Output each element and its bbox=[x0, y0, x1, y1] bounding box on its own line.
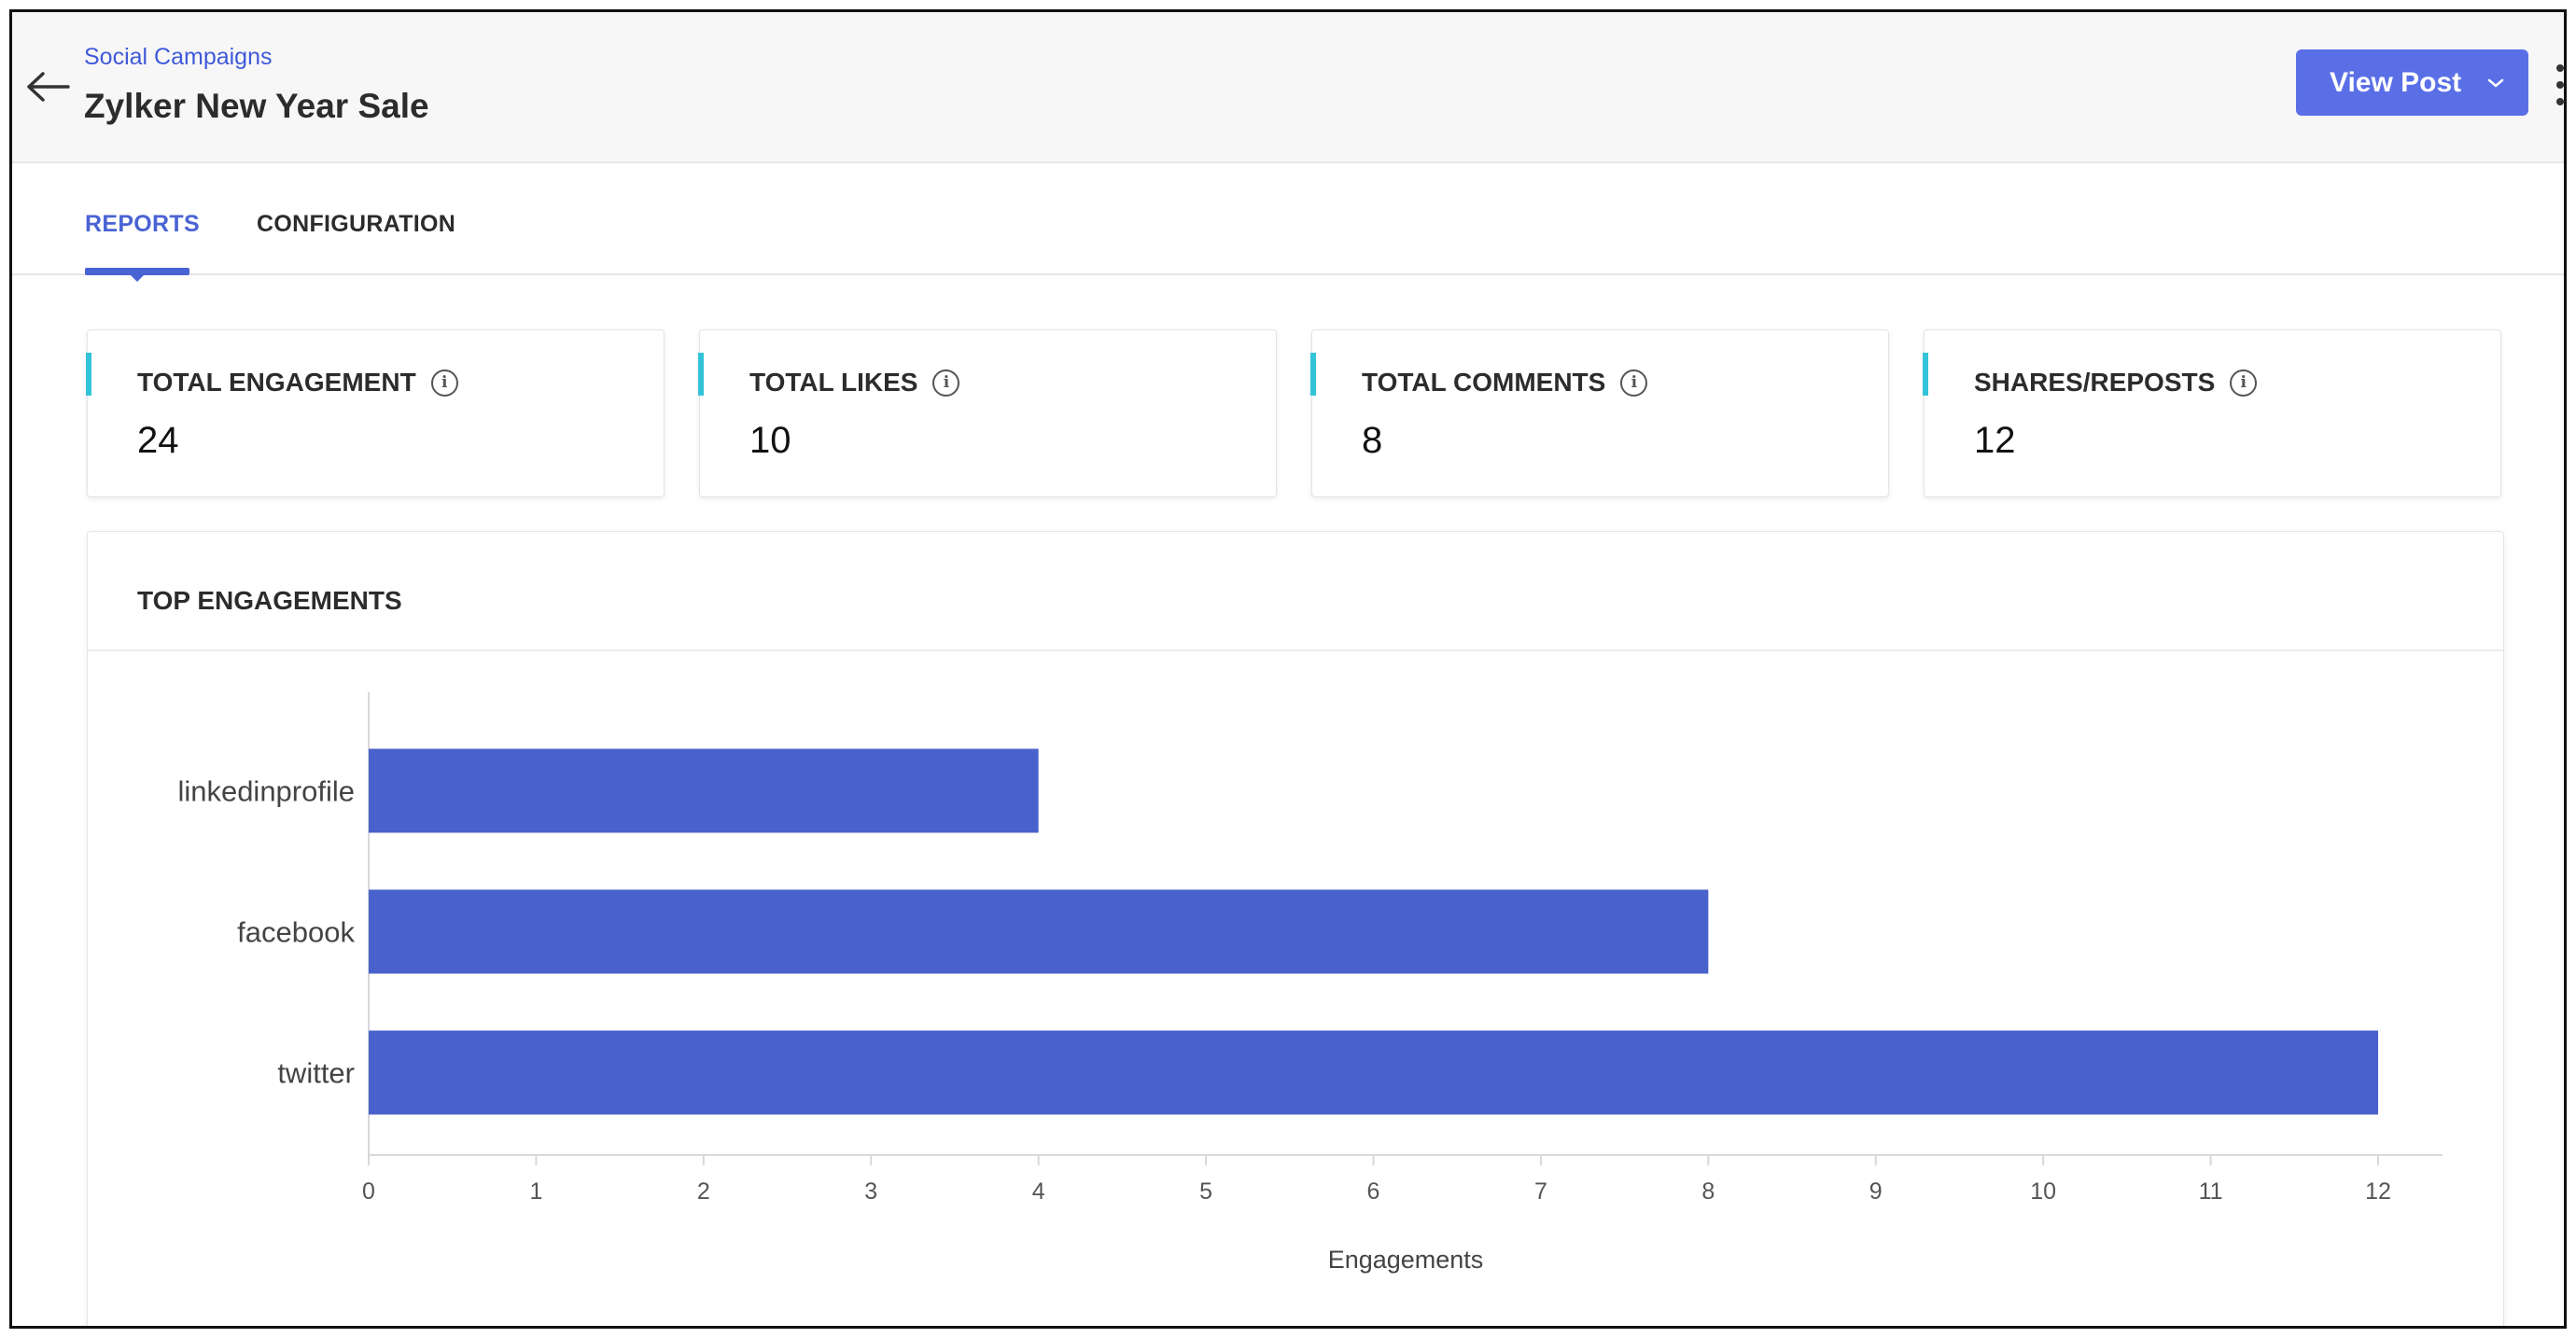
stat-accent bbox=[1310, 353, 1316, 396]
stat-accent bbox=[698, 353, 704, 396]
x-tick-label: 4 bbox=[1032, 1178, 1045, 1205]
tab-configuration[interactable]: CONFIGURATION bbox=[257, 211, 456, 237]
active-tab-indicator bbox=[85, 268, 189, 275]
stat-label-text: TOTAL ENGAGEMENT bbox=[137, 368, 416, 397]
page-header: Social Campaigns Zylker New Year Sale Vi… bbox=[12, 12, 2564, 163]
view-post-button[interactable]: View Post bbox=[2296, 49, 2528, 116]
chevron-down-icon bbox=[2487, 78, 2504, 88]
x-tick-label: 5 bbox=[1199, 1178, 1212, 1205]
x-tick-label: 0 bbox=[362, 1178, 375, 1205]
x-tick-label: 10 bbox=[2030, 1178, 2056, 1205]
stat-card-total-comments: TOTAL COMMENTS i 8 bbox=[1310, 329, 1889, 497]
top-engagements-panel: TOP ENGAGEMENTS linkedinprofile facebook t… bbox=[87, 531, 2504, 1326]
category-label: facebook bbox=[237, 916, 355, 949]
panel-title: TOP ENGAGEMENTS bbox=[137, 586, 402, 615]
info-icon[interactable]: i bbox=[1620, 369, 1648, 397]
back-button[interactable] bbox=[20, 59, 76, 115]
breadcrumb-link[interactable]: Social Campaigns bbox=[84, 44, 273, 70]
stat-card-shares-reposts: SHARES/REPOSTS i 12 bbox=[1923, 329, 2501, 497]
category-label: twitter bbox=[277, 1057, 355, 1090]
stat-accent bbox=[1923, 353, 1928, 396]
x-tick-label: 2 bbox=[697, 1178, 710, 1205]
stat-label: SHARES/REPOSTS i bbox=[1974, 368, 2258, 397]
x-tick-label: 12 bbox=[2365, 1178, 2391, 1205]
arrow-left-icon bbox=[27, 72, 70, 102]
stat-label-text: TOTAL COMMENTS bbox=[1362, 368, 1606, 397]
x-tick-label: 7 bbox=[1534, 1178, 1547, 1205]
category-label: linkedinprofile bbox=[177, 775, 355, 808]
stat-label: TOTAL COMMENTS i bbox=[1362, 368, 1648, 397]
stat-value: 8 bbox=[1362, 420, 1383, 461]
stat-accent bbox=[86, 353, 91, 396]
info-icon[interactable]: i bbox=[430, 369, 458, 397]
x-axis-title: Engagements bbox=[1328, 1246, 1484, 1274]
panel-header: TOP ENGAGEMENTS bbox=[88, 532, 2503, 651]
stat-value: 12 bbox=[1974, 420, 2016, 461]
active-tab-pointer bbox=[129, 273, 146, 282]
x-tick-label: 9 bbox=[1869, 1178, 1883, 1205]
view-post-dropdown[interactable] bbox=[2463, 49, 2528, 116]
x-tick-label: 11 bbox=[2199, 1178, 2223, 1205]
x-tick-label: 1 bbox=[529, 1178, 542, 1205]
stat-card-total-engagement: TOTAL ENGAGEMENT i 24 bbox=[86, 329, 665, 497]
stat-label: TOTAL ENGAGEMENT i bbox=[137, 368, 458, 397]
kebab-dot bbox=[2556, 81, 2564, 89]
app-window: Social Campaigns Zylker New Year Sale Vi… bbox=[9, 9, 2567, 1329]
kebab-dot bbox=[2556, 98, 2564, 105]
page-title: Zylker New Year Sale bbox=[84, 87, 429, 125]
more-options-icon[interactable] bbox=[2553, 64, 2564, 105]
x-tick-label: 8 bbox=[1701, 1178, 1715, 1205]
stat-card-total-likes: TOTAL LIKES i 10 bbox=[698, 329, 1277, 497]
x-tick-label: 6 bbox=[1367, 1178, 1380, 1205]
stat-value: 10 bbox=[749, 420, 791, 461]
info-icon[interactable]: i bbox=[932, 369, 960, 397]
stat-label: TOTAL LIKES i bbox=[749, 368, 960, 397]
info-icon[interactable]: i bbox=[2230, 369, 2258, 397]
stat-label-text: SHARES/REPOSTS bbox=[1974, 368, 2216, 397]
kebab-dot bbox=[2556, 64, 2564, 72]
bar-facebook bbox=[369, 889, 1709, 974]
view-post-label: View Post bbox=[2330, 66, 2462, 98]
bar-linkedinprofile bbox=[369, 748, 1039, 833]
tab-reports[interactable]: REPORTS bbox=[85, 211, 200, 237]
stat-value: 24 bbox=[137, 420, 179, 461]
bar-twitter bbox=[369, 1030, 2378, 1115]
stat-label-text: TOTAL LIKES bbox=[749, 368, 918, 397]
x-tick-label: 3 bbox=[864, 1178, 877, 1205]
tab-bar: REPORTS CONFIGURATION bbox=[12, 163, 2564, 282]
